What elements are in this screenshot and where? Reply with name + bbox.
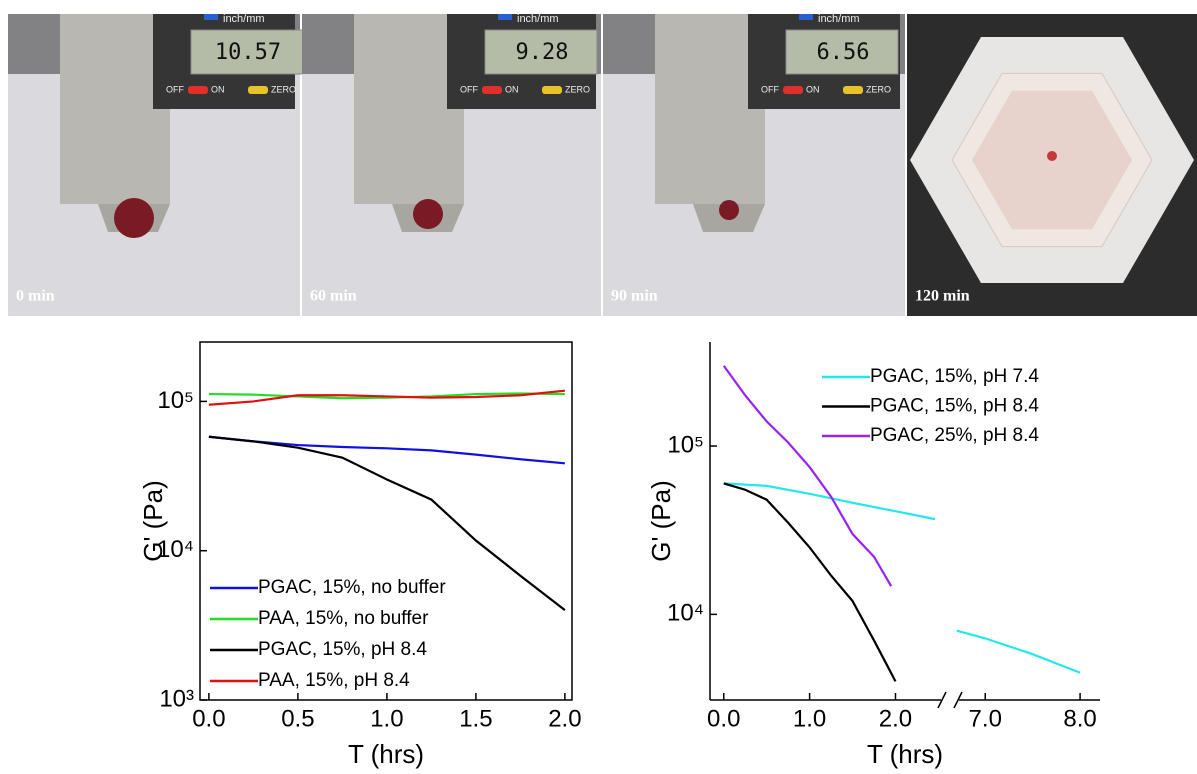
- time-label: 90 min: [611, 288, 658, 305]
- on-label: ON: [211, 84, 225, 94]
- photo: 9.28 inch/mm OFF ON ZERO 60 min: [302, 13, 601, 316]
- y-axis-label: G' (Pa): [646, 480, 676, 562]
- data-line: [724, 483, 896, 681]
- data-line: [724, 366, 891, 586]
- photo: 6.56 inch/mm OFF ON ZERO 90 min: [603, 13, 905, 316]
- x-tick-label: 0.0: [707, 705, 740, 732]
- zero-button: [843, 86, 863, 94]
- off-label: OFF: [166, 84, 184, 94]
- zero-label: ZERO: [565, 84, 590, 94]
- unit-label: inch/mm: [818, 13, 860, 25]
- x-tick-label: 1.0: [370, 705, 403, 732]
- unit-button: [799, 14, 813, 20]
- x-tick-label: 1.5: [459, 705, 492, 732]
- data-line: [724, 483, 935, 519]
- time-label: 60 min: [310, 288, 357, 305]
- on-button: [188, 86, 208, 94]
- on-label: ON: [806, 84, 820, 94]
- time-label: 0 min: [16, 288, 55, 305]
- unit-button: [204, 14, 218, 20]
- readout: 10.57: [215, 40, 281, 65]
- gel-sample: [413, 199, 443, 229]
- photo: 120 min: [907, 14, 1197, 316]
- gel-residue: [1047, 151, 1057, 161]
- unit-label: inch/mm: [223, 13, 265, 25]
- on-button: [783, 86, 803, 94]
- x-tick-label: 1.0: [793, 705, 826, 732]
- y-tick-label: 10³: [159, 685, 194, 712]
- y-tick-label: 10⁴: [667, 600, 704, 627]
- data-line: [957, 631, 1080, 673]
- zero-label: ZERO: [866, 84, 891, 94]
- gel-sample: [719, 200, 739, 220]
- x-axis-label: T (hrs): [867, 739, 943, 769]
- photo: 10.57 inch/mm OFF ON ZERO 0 min: [8, 13, 303, 316]
- x-tick-label: 0.0: [192, 705, 225, 732]
- x-tick-label: 8.0: [1063, 705, 1096, 732]
- x-tick-label: 2.0: [548, 705, 581, 732]
- legend-label: PGAC, 25%, pH 8.4: [870, 425, 1039, 446]
- legend-label: PAA, 15%, no buffer: [258, 608, 429, 629]
- x-axis-label: T (hrs): [348, 739, 424, 769]
- gel-sample: [114, 198, 154, 238]
- legend-label: PGAC, 15%, no buffer: [258, 577, 446, 598]
- y-tick-label: 10⁵: [157, 387, 194, 414]
- zero-button: [542, 86, 562, 94]
- legend-label: PGAC, 15%, pH 7.4: [870, 366, 1039, 387]
- legend-label: PGAC, 15%, pH 8.4: [870, 396, 1039, 417]
- x-tick-label: 7.0: [969, 705, 1002, 732]
- y-tick-label: 10⁵: [667, 431, 704, 458]
- legend-label: PAA, 15%, pH 8.4: [258, 670, 410, 691]
- unit-button: [498, 14, 512, 20]
- unit-label: inch/mm: [517, 13, 559, 25]
- x-tick-label: 2.0: [879, 705, 912, 732]
- figure: 10.57 inch/mm OFF ON ZERO 0 min 9.28 inch/mm OFF…: [0, 0, 1197, 774]
- legend-label: PGAC, 15%, pH 8.4: [258, 639, 427, 660]
- zero-label: ZERO: [271, 84, 296, 94]
- readout: 6.56: [817, 40, 870, 65]
- off-label: OFF: [761, 84, 779, 94]
- x-tick-label: 0.5: [281, 705, 314, 732]
- on-button: [482, 86, 502, 94]
- time-label: 120 min: [915, 288, 970, 305]
- readout: 9.28: [516, 40, 569, 65]
- data-line: [209, 437, 565, 464]
- y-axis-label: G' (Pa): [138, 480, 168, 562]
- off-label: OFF: [460, 84, 478, 94]
- on-label: ON: [505, 84, 519, 94]
- zero-button: [248, 86, 268, 94]
